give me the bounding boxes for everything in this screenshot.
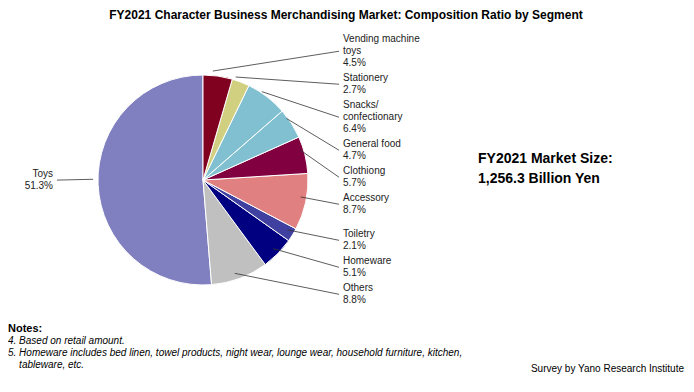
html-text:Notes:: Notes:: [8, 322, 43, 334]
html-text:tableware, etc.: tableware, etc.: [8, 359, 85, 370]
svg-text:Others8.8%: Others8.8%: [343, 282, 373, 305]
svg-text:Accessory8.7%: Accessory8.7%: [343, 192, 389, 215]
svg-text:General food4.7%: General food4.7%: [343, 138, 401, 161]
html-text:5. Homeware includes bed linen: 5. Homeware includes bed linen, towel pr…: [8, 347, 463, 358]
svg-text:Stationery2.7%: Stationery2.7%: [343, 72, 388, 95]
svg-text:Toiletry2.1%: Toiletry2.1%: [343, 228, 375, 251]
svg-text:Snacks/confectionary6.4%: Snacks/confectionary6.4%: [343, 99, 402, 134]
svg-text:Clothiong5.7%: Clothiong5.7%: [343, 165, 385, 188]
svg-text:Vending machinetoys4.5%: Vending machinetoys4.5%: [343, 33, 420, 68]
svg-text:Toys51.3%: Toys51.3%: [25, 168, 53, 191]
html-text:Survey by Yano Research Instit: Survey by Yano Research Institute: [531, 363, 684, 374]
svg-text:Homeware5.1%: Homeware5.1%: [343, 255, 392, 278]
html-text:4. Based on retail amount.: 4. Based on retail amount.: [8, 335, 125, 346]
html-text:FY2021 Character Business Merc: FY2021 Character Business Merchandising …: [109, 8, 583, 22]
html-text:FY2021 Market Size: 1,256.3 Bi: FY2021 Market Size: 1,256.3 Billion Yen: [478, 150, 613, 186]
